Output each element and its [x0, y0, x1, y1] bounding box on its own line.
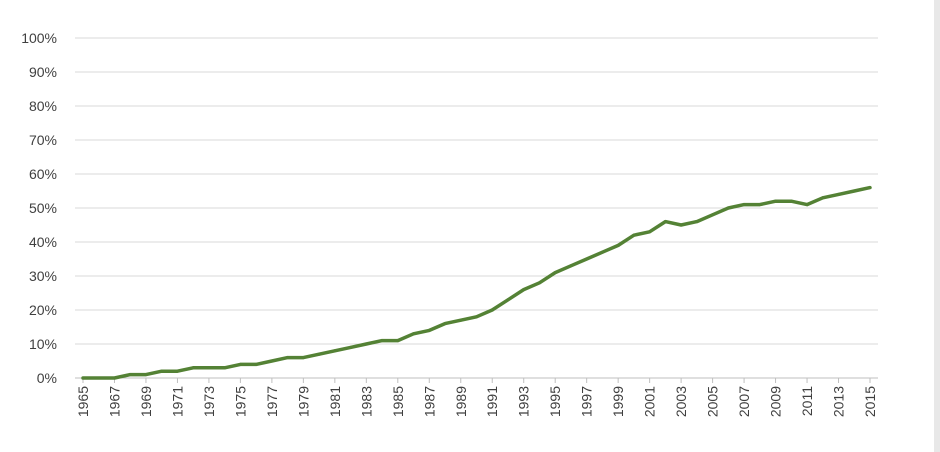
data-point [774, 199, 778, 203]
data-point [475, 315, 478, 319]
panel-edge [934, 0, 940, 452]
data-point [711, 213, 715, 217]
x-tick-label: 1989 [453, 386, 469, 417]
x-tick-label: 1991 [484, 386, 500, 417]
y-tick-label: 40% [29, 234, 57, 250]
data-point [679, 223, 683, 227]
data-point [537, 281, 541, 285]
y-axis-ticks: 0% 10% 20% 30% 40% 50% 60% 70% 80% 90% 100% [21, 30, 57, 386]
x-tick-label: 1981 [327, 386, 343, 417]
x-tick-label: 1977 [264, 386, 280, 417]
y-tick-label: 100% [21, 30, 57, 46]
data-point [160, 369, 164, 373]
data-point [789, 199, 793, 203]
data-point [459, 318, 463, 322]
data-point [663, 220, 667, 224]
x-tick-label: 1995 [547, 386, 563, 417]
y-tick-label: 20% [29, 302, 57, 318]
y-tick-label: 90% [29, 64, 57, 80]
x-tick-label: 2001 [642, 386, 658, 417]
x-tick-label: 1985 [390, 386, 406, 417]
data-point [412, 332, 416, 336]
data-point [128, 373, 132, 377]
data-point [254, 362, 258, 366]
data-point [616, 243, 620, 247]
x-tick-label: 2007 [736, 386, 752, 417]
x-tick-label: 1973 [201, 386, 217, 417]
data-point [207, 366, 211, 370]
data-point [648, 230, 652, 234]
y-tick-label: 50% [29, 200, 57, 216]
y-tick-label: 60% [29, 166, 57, 182]
data-point [349, 345, 353, 349]
series-line [81, 185, 872, 380]
data-point [427, 328, 431, 332]
data-point [97, 376, 101, 380]
data-point [490, 308, 494, 312]
data-point [600, 250, 604, 254]
x-tick-label: 1987 [421, 386, 437, 417]
data-point [443, 322, 447, 326]
data-point [632, 233, 636, 237]
data-point [585, 257, 589, 261]
data-point [270, 359, 274, 363]
x-tick-label: 2015 [862, 386, 878, 417]
data-point [396, 339, 400, 343]
data-point [223, 366, 227, 370]
data-point [569, 264, 573, 268]
data-point [238, 362, 242, 366]
data-point [380, 339, 384, 343]
y-tick-label: 0% [37, 370, 57, 386]
x-axis-ticks: 1965 1967 1969 1971 1973 1975 1977 1979 1981 1983… [75, 378, 878, 417]
data-point [81, 376, 85, 380]
data-point [837, 192, 841, 196]
gridlines [75, 37, 878, 379]
y-tick-label: 10% [29, 336, 57, 352]
data-point [742, 203, 746, 207]
x-tick-label: 2009 [768, 386, 784, 417]
x-tick-label: 2005 [705, 386, 721, 417]
x-tick-label: 1997 [579, 386, 595, 417]
data-point [112, 376, 116, 380]
x-tick-label: 1965 [75, 386, 91, 417]
data-point [333, 349, 337, 353]
x-tick-label: 1983 [358, 386, 374, 417]
data-point [522, 288, 526, 292]
data-point [758, 203, 762, 207]
x-tick-label: 1999 [610, 386, 626, 417]
data-point [821, 196, 825, 200]
data-point [868, 186, 872, 190]
series-layer [81, 185, 872, 380]
data-point [852, 189, 856, 193]
data-point [726, 206, 730, 210]
x-tick-label: 2003 [673, 386, 689, 417]
y-tick-label: 70% [29, 132, 57, 148]
data-point [506, 298, 510, 302]
data-point [175, 369, 179, 373]
y-tick-label: 30% [29, 268, 57, 284]
x-tick-label: 1979 [295, 386, 311, 417]
data-point [317, 352, 321, 356]
data-point [301, 356, 305, 360]
data-point [805, 203, 809, 207]
data-point [286, 356, 290, 360]
data-point [144, 373, 148, 377]
x-tick-label: 1993 [516, 386, 532, 417]
x-tick-label: 2013 [831, 386, 847, 417]
data-point [191, 366, 195, 370]
data-point [553, 271, 557, 275]
data-point [695, 220, 699, 224]
data-point [364, 342, 368, 346]
x-tick-label: 1975 [232, 386, 248, 417]
x-tick-label: 1967 [106, 386, 122, 417]
y-tick-label: 80% [29, 98, 57, 114]
x-tick-label: 1971 [169, 386, 185, 417]
x-tick-label: 2011 [799, 386, 815, 416]
x-tick-label: 1969 [138, 386, 154, 417]
